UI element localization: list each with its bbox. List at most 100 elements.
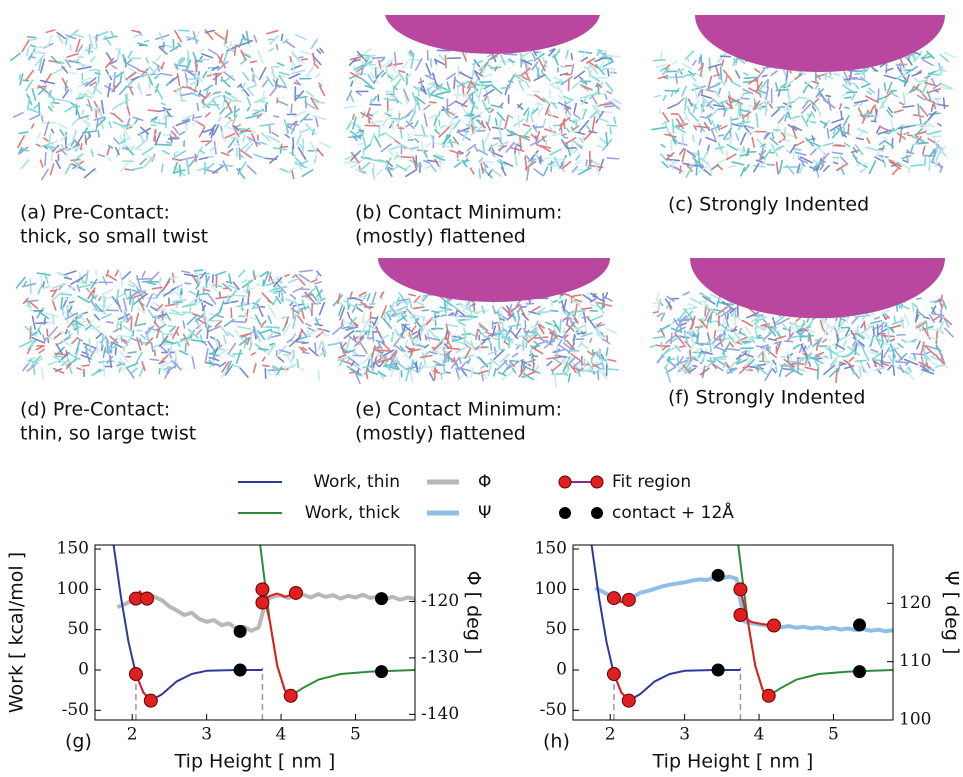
molecule-stroke (890, 324, 902, 329)
molecule-stroke (308, 347, 319, 357)
molecule-stroke (668, 360, 676, 367)
molecule-stroke (887, 364, 893, 371)
molecule-stroke (217, 116, 222, 122)
molecule-stroke (48, 90, 52, 97)
molecule-stroke (758, 360, 771, 363)
molecule-stroke (204, 112, 211, 118)
molecule-stroke (692, 164, 699, 168)
molecule-stroke (252, 298, 260, 308)
molecule-stroke (716, 51, 728, 64)
molecule-stroke (264, 101, 269, 108)
molecule-stroke (860, 83, 871, 89)
molecule-stroke (914, 84, 920, 90)
molecule-stroke (666, 158, 681, 162)
molecule-stroke (862, 311, 869, 320)
molecule-stroke (223, 34, 227, 47)
molecule-stroke (77, 92, 82, 101)
molecule-stroke (195, 329, 203, 336)
molecule-stroke (497, 371, 507, 377)
molecule-stroke (132, 116, 144, 122)
molecule-stroke (426, 87, 431, 99)
molecule-stroke (748, 358, 755, 366)
molecule-stroke (409, 370, 414, 383)
molecule-stroke (917, 103, 920, 117)
molecule-stroke (765, 348, 777, 359)
molecule-stroke (237, 269, 246, 278)
molecule-stroke (401, 323, 414, 333)
molecule-stroke (201, 304, 207, 312)
molecule-stroke (503, 359, 508, 366)
molecule-stroke (789, 321, 803, 329)
molecule-stroke (72, 129, 77, 142)
molecule-stroke (672, 125, 686, 134)
molecule-stroke (456, 86, 459, 100)
molecule-stroke (46, 336, 56, 341)
molecule-stroke (823, 364, 836, 376)
molecule-stroke (417, 86, 420, 97)
molecule-stroke (179, 350, 189, 356)
molecule-stroke (406, 132, 411, 139)
molecule-stroke (158, 45, 166, 48)
molecule-stroke (405, 109, 414, 118)
molecule-stroke (742, 357, 753, 369)
molecule-stroke (522, 56, 531, 70)
molecule-stroke (356, 328, 365, 342)
molecule-stroke (140, 333, 147, 340)
molecule-stroke (106, 157, 113, 162)
molecule-stroke (446, 323, 459, 328)
molecule-stroke (59, 293, 73, 296)
molecule-stroke (273, 276, 283, 288)
molecule-stroke (456, 372, 467, 382)
molecule-stroke (782, 367, 791, 371)
molecule-stroke (825, 74, 834, 80)
molecule-stroke (227, 136, 237, 149)
molecule-stroke (390, 72, 401, 83)
molecule-stroke (222, 334, 227, 345)
molecule-stroke (300, 58, 308, 61)
molecule-stroke (679, 165, 682, 175)
molecule-stroke (409, 49, 415, 56)
molecule-stroke (25, 69, 35, 81)
molecule-stroke (480, 361, 492, 369)
molecule-stroke (163, 287, 176, 297)
molecule-stroke (458, 315, 470, 318)
molecule-stroke (709, 83, 721, 89)
molecule-stroke (613, 98, 622, 105)
molecule-stroke (926, 88, 941, 94)
molecule-stroke (475, 328, 479, 340)
molecule-stroke (93, 116, 106, 121)
molecule-stroke (814, 83, 819, 90)
molecule-stroke (799, 332, 802, 342)
molecule-stroke (656, 354, 665, 364)
molecule-stroke (932, 102, 937, 110)
molecule-stroke (76, 66, 92, 71)
molecule-stroke (455, 346, 467, 354)
molecule-stroke (515, 74, 524, 82)
molecule-stroke (82, 81, 89, 86)
molecule-stroke (31, 51, 47, 54)
molecule-stroke (408, 297, 413, 309)
molecule-stroke (657, 324, 671, 333)
molecule-stroke (145, 337, 154, 347)
molecule-stroke (478, 325, 486, 331)
molecule-stroke (137, 42, 148, 47)
molecule-stroke (905, 151, 915, 155)
molecule-stroke (897, 342, 904, 349)
molecule-stroke (480, 120, 486, 129)
molecule-stroke (536, 307, 546, 314)
molecule-stroke (939, 317, 943, 323)
molecule-stroke (28, 48, 36, 61)
molecule-stroke (935, 150, 941, 162)
molecule-stroke (707, 162, 713, 174)
molecule-stroke (551, 362, 563, 372)
molecule-stroke (717, 107, 732, 111)
molecule-stroke (437, 142, 450, 148)
molecule-stroke (507, 114, 514, 119)
molecule-stroke (261, 356, 266, 362)
molecule-stroke (355, 131, 363, 134)
molecule-stroke (785, 97, 791, 111)
molecule-stroke (286, 338, 293, 344)
molecule-stroke (423, 104, 431, 111)
molecule-stroke (853, 99, 869, 104)
molecule-stroke (496, 161, 508, 166)
